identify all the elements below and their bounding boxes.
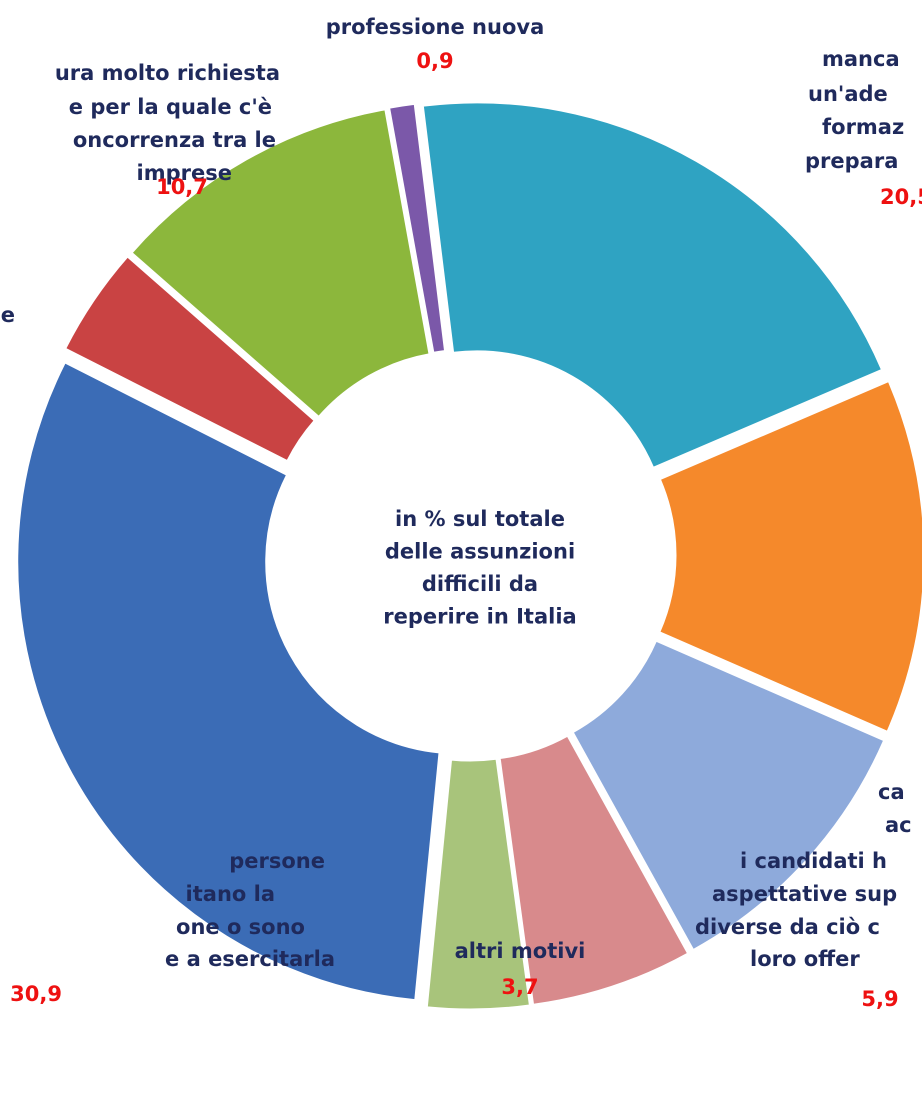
segment-label: i candidati h xyxy=(740,849,887,873)
donut-segment xyxy=(131,109,430,417)
value-label: 0,9 xyxy=(416,49,453,73)
segment-label: manca xyxy=(822,47,900,71)
segment-label: imprese xyxy=(137,161,232,185)
donut-segment xyxy=(659,381,922,732)
value-label: 3,7 xyxy=(501,975,538,999)
value-label: 10,7 xyxy=(156,175,208,199)
donut-segment xyxy=(426,758,530,1010)
segment-label: persone xyxy=(229,849,325,873)
segment-label: professione nuova xyxy=(326,15,545,39)
center-text: in % sul totale xyxy=(395,507,565,531)
segment-label: oncorrenza tra le xyxy=(73,128,276,152)
segment-label: ac xyxy=(885,813,912,837)
segment-label: altri motivi xyxy=(455,939,586,963)
segment-label: un'ade xyxy=(808,82,888,106)
donut-segment xyxy=(389,103,446,353)
segment-label: itano la xyxy=(186,882,275,906)
segment-label: loro offer xyxy=(750,947,860,971)
donut-segment xyxy=(572,640,885,951)
donut-segment xyxy=(499,735,689,1005)
donut-segment xyxy=(65,256,315,462)
center-text: difficili da xyxy=(422,572,538,596)
donut-segment xyxy=(17,362,440,1001)
center-text: reperire in Italia xyxy=(383,605,576,629)
segment-label: ca xyxy=(878,780,905,804)
value-label: 30,9 xyxy=(10,982,62,1006)
value-label: 20,5 xyxy=(880,185,922,209)
center-text: delle assunzioni xyxy=(385,540,575,564)
segment-label: e per la quale c'è xyxy=(69,95,272,119)
segment-label: e a esercitarla xyxy=(165,947,335,971)
segment-label: prepara xyxy=(805,149,898,173)
segment-label: ura molto richiesta xyxy=(55,61,280,85)
segment-label: one o sono xyxy=(176,915,305,939)
value-label: 5,9 xyxy=(861,987,898,1011)
segment-label: diverse da ciò c xyxy=(695,915,880,939)
donut-segment xyxy=(422,102,883,468)
segment-label: e xyxy=(1,303,15,327)
segment-label: formaz xyxy=(822,115,904,139)
segment-label: aspettative sup xyxy=(712,882,897,906)
